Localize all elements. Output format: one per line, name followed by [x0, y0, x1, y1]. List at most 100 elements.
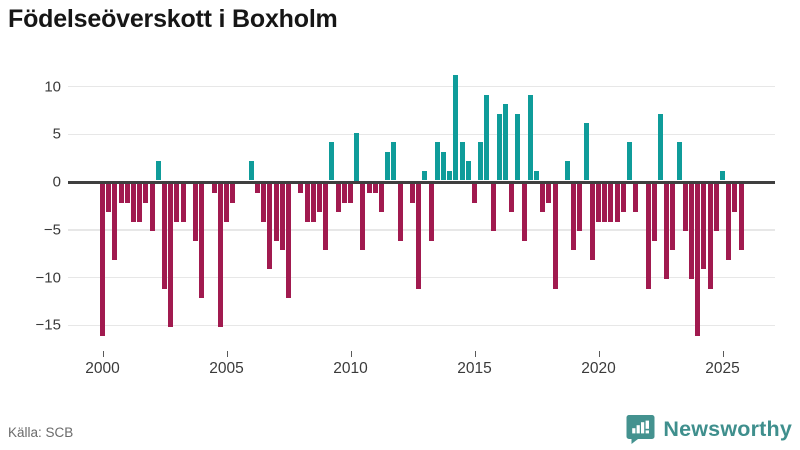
- y-axis-tick-label: −15: [35, 316, 61, 334]
- bar-2008Q4: [317, 183, 322, 213]
- x-axis-tick-mark: [722, 351, 724, 357]
- bar-2002Q1: [149, 183, 155, 232]
- x-axis-tick-label: 2020: [581, 360, 616, 377]
- bar-2010Q1: [348, 183, 353, 203]
- bar-2016Q2: [503, 104, 508, 181]
- speech-bubble-bar-chart-icon: [626, 414, 655, 444]
- bar-2011Q4: [391, 142, 397, 181]
- bar-2000Q1: [100, 183, 105, 337]
- bar-2003Q2: [180, 183, 186, 222]
- bar-2001Q2: [131, 183, 136, 222]
- bar-2007Q1: [273, 183, 279, 241]
- bar-2016Q3: [509, 183, 515, 213]
- bar-2012Q3: [410, 183, 415, 203]
- bar-2014Q1: [447, 170, 453, 181]
- x-axis-tick-label: 2000: [85, 360, 120, 377]
- bar-2002Q3: [162, 183, 167, 289]
- bar-2017Q3: [534, 170, 539, 181]
- bar-2001Q3: [137, 183, 143, 222]
- bar-2022Q2: [651, 183, 657, 241]
- bar-2006Q4: [267, 183, 273, 270]
- bar-2018Q2: [552, 183, 558, 289]
- brand-name: Newsworthy: [663, 416, 792, 441]
- bar-2008Q2: [304, 183, 310, 222]
- bar-2024Q1: [695, 183, 701, 337]
- y-axis-tick-label: −5: [43, 221, 61, 239]
- bar-2004Q1: [199, 183, 205, 299]
- bar-2006Q3: [261, 183, 267, 222]
- bar-2006Q2: [255, 183, 260, 194]
- newsworthy-brand: Newsworthy: [626, 414, 792, 444]
- bar-2004Q3: [211, 183, 217, 194]
- bar-2010Q3: [360, 183, 366, 251]
- bar-2011Q1: [372, 183, 378, 194]
- x-axis-tick-label: 2025: [705, 360, 740, 377]
- bar-2019Q4: [589, 183, 595, 260]
- bar-2007Q2: [279, 183, 285, 251]
- x-axis-tick-label: 2015: [457, 360, 492, 377]
- bar-2019Q3: [583, 123, 589, 181]
- bar-2015Q3: [484, 94, 490, 181]
- bar-2014Q2: [453, 75, 459, 181]
- bar-2020Q1: [596, 183, 601, 222]
- bar-2009Q2: [329, 142, 335, 181]
- y-axis-tick-label: 5: [52, 125, 61, 143]
- bar-2009Q4: [341, 183, 347, 203]
- bar-2012Q1: [397, 183, 403, 241]
- bar-2011Q2: [379, 183, 384, 213]
- x-axis-tick-mark: [102, 351, 104, 357]
- bar-2005Q1: [224, 183, 229, 222]
- bar-2001Q4: [143, 183, 149, 203]
- bar-2016Q4: [515, 113, 521, 181]
- bar-2008Q3: [310, 183, 316, 222]
- gridline-y-5: [68, 229, 775, 231]
- bar-2024Q4: [713, 183, 719, 232]
- bar-2005Q2: [230, 183, 236, 203]
- bar-2019Q1: [571, 183, 577, 251]
- chart-title: Födelseöverskott i Boxholm: [8, 5, 338, 33]
- bar-2009Q3: [335, 183, 341, 213]
- bar-2013Q1: [422, 170, 428, 181]
- bar-2015Q1: [472, 183, 477, 203]
- bar-2004Q4: [217, 183, 223, 327]
- bar-2014Q3: [459, 142, 465, 181]
- bar-2017Q4: [540, 183, 546, 213]
- bar-2020Q4: [614, 183, 620, 222]
- bar-2013Q2: [428, 183, 434, 241]
- bar-2015Q2: [478, 142, 484, 181]
- bar-2009Q1: [323, 183, 329, 251]
- source-attribution: Källa: SCB: [8, 425, 74, 440]
- gridline-y5: [68, 133, 775, 135]
- bar-2023Q2: [676, 142, 682, 181]
- bar-2016Q1: [496, 113, 502, 181]
- x-axis-tick-mark: [598, 351, 600, 357]
- bar-2001Q1: [124, 183, 130, 203]
- bar-2019Q2: [577, 183, 583, 232]
- bar-2022Q4: [664, 183, 670, 279]
- x-axis-tick-mark: [350, 351, 352, 357]
- bar-2018Q1: [546, 183, 552, 203]
- bar-2021Q2: [627, 142, 632, 181]
- bar-2013Q4: [441, 151, 446, 181]
- bar-2006Q1: [248, 161, 254, 181]
- bar-2017Q2: [527, 94, 533, 181]
- x-axis-tick-label: 2010: [333, 360, 368, 377]
- bar-2021Q3: [633, 183, 639, 213]
- bar-2003Q1: [174, 183, 180, 222]
- bar-2024Q2: [701, 183, 707, 270]
- bar-2015Q4: [490, 183, 496, 232]
- bar-2011Q3: [385, 151, 391, 181]
- x-axis-tick-label: 2005: [209, 360, 244, 377]
- bar-2025Q2: [726, 183, 732, 260]
- zero-axis-line: [68, 180, 775, 184]
- bar-2002Q4: [168, 183, 174, 327]
- bar-2010Q2: [354, 132, 360, 181]
- bar-2012Q4: [416, 183, 422, 289]
- bar-2020Q2: [602, 183, 608, 222]
- bar-2024Q3: [707, 183, 713, 289]
- gridline-y-10: [68, 276, 775, 279]
- bar-2021Q1: [620, 183, 626, 213]
- bar-2025Q1: [720, 170, 725, 181]
- bar-2014Q4: [465, 161, 471, 181]
- y-axis-tick-label: 10: [44, 78, 61, 95]
